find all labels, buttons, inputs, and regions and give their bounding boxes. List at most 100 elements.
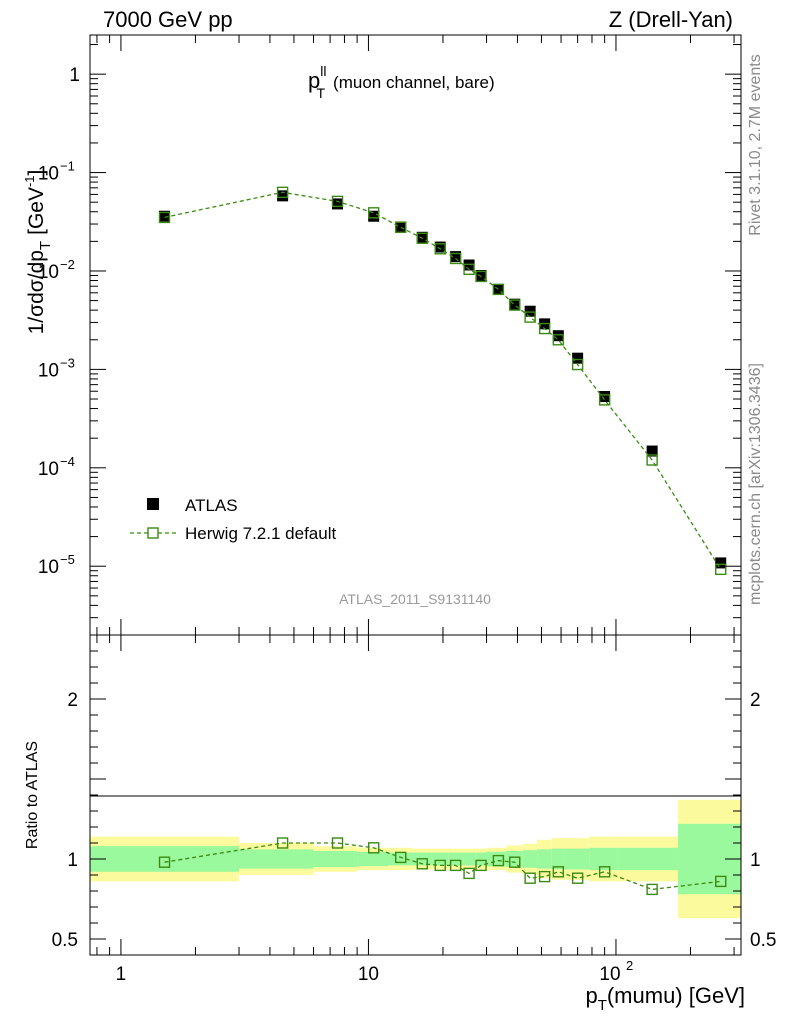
herwig-ratio-point: [524, 872, 536, 884]
x-axis-label: pT(mumu) [GeV]: [585, 983, 745, 1014]
herwig-point: [492, 283, 505, 296]
herwig-ratio-point: [492, 854, 505, 867]
atlas-data-point: [277, 190, 289, 202]
legend: ATLAS Herwig 7.2.1 default: [130, 496, 336, 543]
herwig-ratio-point: [715, 875, 727, 888]
atlas-data-point: [434, 241, 446, 253]
herwig-point: [715, 563, 727, 576]
main-plot-marks: [158, 186, 727, 576]
x-tick-label-100-exp: 2: [626, 958, 633, 973]
legend-marker-atlas: [147, 498, 159, 510]
x-label-rest: (mumu) [GeV]: [607, 983, 745, 1008]
ratio-band-inner: [551, 848, 565, 870]
main-y-label-unit: [GeV: [25, 187, 48, 235]
y-tick-label: 10: [38, 164, 59, 185]
herwig-point: [552, 334, 565, 346]
main-panel-background: [90, 35, 741, 635]
plot-title-sub: T: [316, 85, 325, 101]
ratio-band-inner: [522, 850, 538, 868]
herwig-point: [509, 299, 521, 311]
main-y-label-sub: T: [37, 241, 54, 250]
herwig-line: [164, 191, 722, 570]
y-tick-label-exp: −2: [60, 257, 75, 272]
ratio-band-inner: [589, 847, 619, 871]
y-tick-label-exp: −5: [60, 552, 75, 567]
y-tick-label: 10: [38, 459, 59, 480]
x-label-sub: T: [598, 997, 607, 1014]
atlas-data-point: [463, 259, 475, 271]
ratio-band-inner: [448, 852, 463, 866]
herwig-point: [331, 195, 344, 208]
herwig-ratio-point: [509, 856, 521, 868]
atlas-data-point: [332, 198, 344, 210]
ratio-band-inner: [388, 852, 413, 866]
y-tick-label-exp: −3: [60, 355, 75, 370]
ratio-uncertainty-bands: [90, 799, 741, 919]
plot-title-sup: ll: [320, 63, 326, 79]
atlas-data-point: [492, 283, 504, 295]
ratio-panel-frame: [89, 634, 742, 956]
legend-label-herwig: Herwig 7.2.1 default: [185, 524, 336, 543]
ratio-panel: 1 10 10 2 2 2 1 1 0.5 0.5 Ratio to ATLAS pT(mumu)…: [24, 634, 776, 1014]
header-right: Z (Drell-Yan): [609, 7, 733, 32]
atlas-data-point: [572, 352, 584, 364]
herwig-point: [395, 221, 407, 233]
herwig-ratio-point: [475, 859, 487, 872]
atlas-data-point: [715, 557, 727, 569]
ratio-y-tick-label-right: 2: [750, 690, 761, 711]
ratio-axes: 1 10 10 2 2 2 1 1 0.5 0.5: [52, 635, 776, 985]
herwig-ratio-point: [552, 866, 565, 878]
atlas-data-point: [646, 445, 658, 457]
herwig-ratio-point: [598, 866, 611, 878]
herwig-ratio-point: [434, 859, 446, 872]
y-tick-label-exp: −4: [60, 454, 75, 469]
ratio-band-inner: [313, 851, 358, 867]
ratio-band-inner: [357, 851, 389, 867]
ratio-y-tick-label: 2: [67, 690, 78, 711]
ratio-panel-background: [90, 635, 741, 955]
herwig-ratio-line: [164, 842, 721, 891]
x-tick-label: 10: [358, 964, 379, 985]
herwig-point: [598, 394, 611, 406]
rivet-label: Rivet 3.1.10, 2.7M events: [747, 54, 764, 235]
main-y-label-unit-sup: -1: [22, 175, 37, 187]
herwig-ratio-point: [367, 842, 380, 854]
ratio-band-inner: [537, 849, 552, 869]
ratio-y-tick-label-right: 0.5: [750, 930, 776, 951]
x-label-main: p: [585, 983, 597, 1008]
atlas-data-point: [416, 231, 428, 243]
x-tick-label-100: 10: [599, 964, 620, 985]
herwig-ratio-point: [158, 856, 171, 868]
y-tick-label: 10: [38, 360, 59, 381]
y-tick-label: 1: [69, 65, 80, 86]
herwig-ratio-point: [276, 837, 289, 849]
main-y-label-unit-close: ]: [25, 170, 48, 176]
plot-title-rest: (muon channel, bare): [333, 73, 495, 92]
analysis-id: ATLAS_2011_S9131140: [339, 591, 491, 607]
main-y-axis-label: 1/σdσ/dpT [GeV-1]: [22, 170, 54, 335]
header-left: 7000 GeV pp: [103, 7, 233, 32]
herwig-ratio-point: [571, 872, 584, 884]
herwig-point: [449, 252, 462, 265]
atlas-data-point: [599, 391, 611, 403]
herwig-point: [463, 263, 475, 276]
main-panel: 110−110−210−310−410−5 pll T(muon channel,…: [22, 34, 742, 636]
herwig-ratio-point: [395, 851, 407, 864]
herwig-ratio-point: [463, 867, 475, 880]
ratio-y-tick-label: 0.5: [52, 930, 78, 951]
herwig-ratio-point: [538, 870, 551, 883]
ratio-y-tick-label: 1: [67, 850, 78, 871]
main-y-label-text: 1/σdσ/dp: [25, 250, 48, 334]
herwig-point: [538, 322, 551, 335]
herwig-ratio-point: [449, 859, 462, 872]
x-tick-label: 1: [116, 964, 127, 985]
herwig-point: [434, 243, 446, 255]
main-axes: 110−110−210−310−410−5: [38, 35, 741, 636]
mcplots-label: mcplots.cern.ch [arXiv:1306.3436]: [747, 363, 764, 605]
ratio-band-inner: [239, 849, 314, 869]
y-tick-label: 10: [38, 262, 59, 283]
ratio-band-inner: [475, 852, 487, 866]
y-tick-label: 10: [38, 557, 59, 578]
ratio-band-inner: [90, 846, 240, 872]
